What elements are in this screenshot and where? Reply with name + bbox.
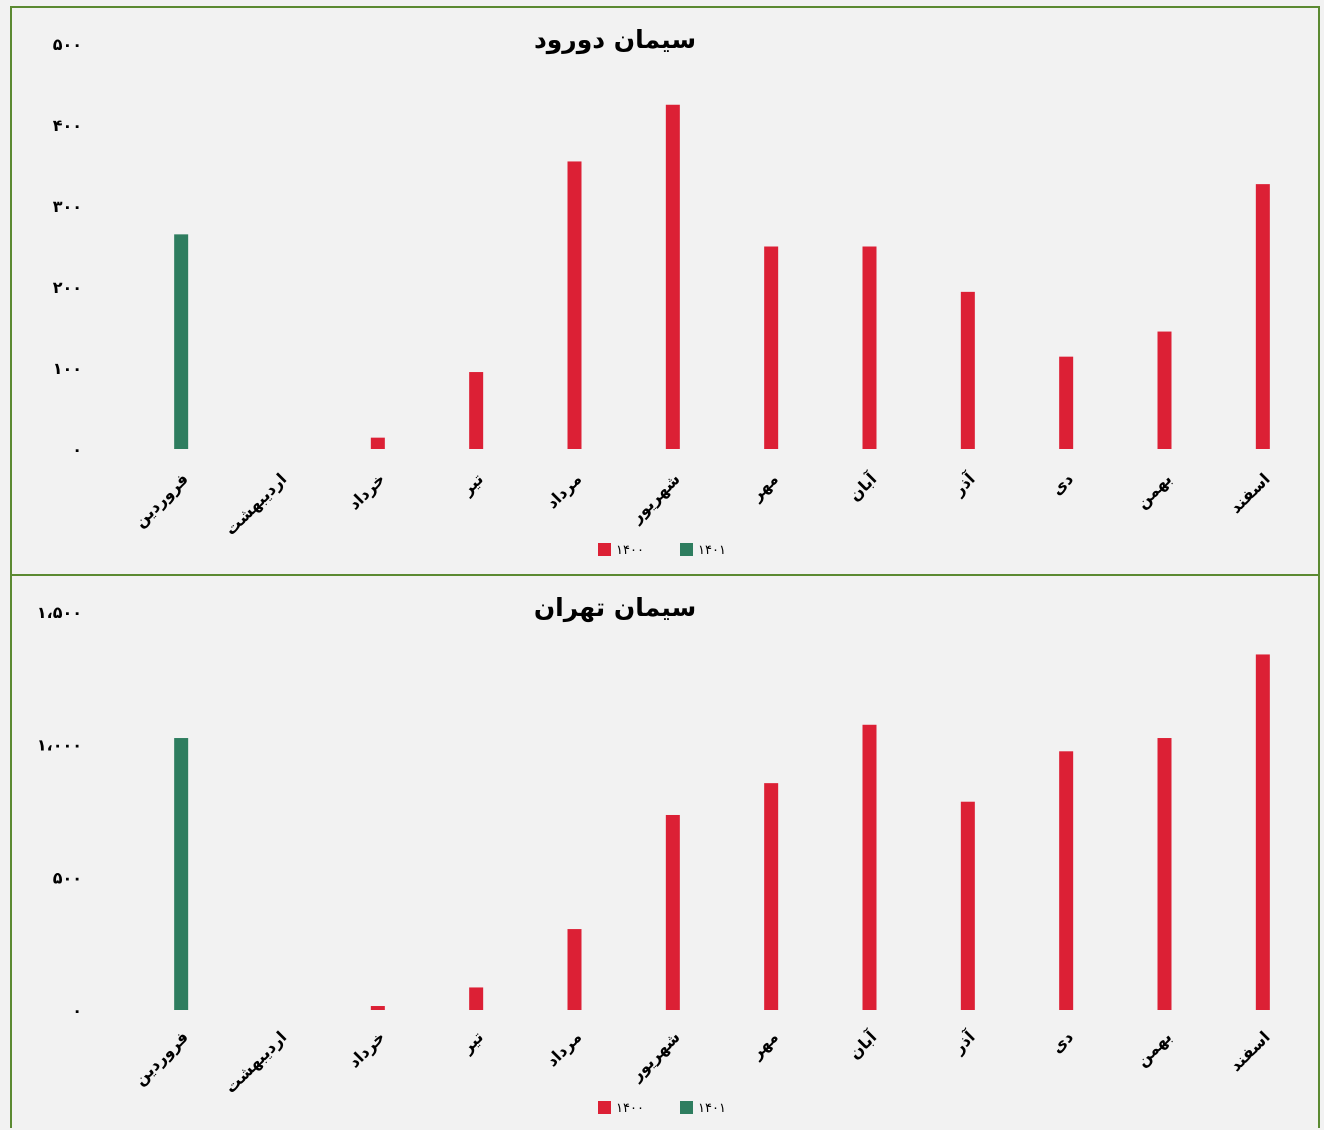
x-tick-label: خرداد xyxy=(345,1027,389,1071)
chart-svg: سیمان دورود ۰ ۱۰۰ ۲۰۰ ۳۰۰ ۴۰۰ ۵۰۰ فروردین اردیبه… xyxy=(53,25,1274,558)
x-tick-label: اسفند xyxy=(1226,469,1274,517)
chart-svg: سیمان تهران ۰ ۵۰۰ ۱،۰۰۰ ۱،۵۰۰ فروردین اردیبهشت… xyxy=(37,593,1274,1116)
x-tick-label: مهر xyxy=(746,469,782,505)
chart-title: سیمان تهران xyxy=(534,593,696,623)
x-tick-label: اردیبهشت xyxy=(221,1027,290,1096)
x-tick-label: تیر xyxy=(457,1027,487,1057)
x-tick-label: اردیبهشت xyxy=(221,469,290,538)
y-tick-label: ۱،۰۰۰ xyxy=(37,736,82,755)
bar xyxy=(174,234,189,449)
x-tick-label: اسفند xyxy=(1226,1027,1274,1075)
bar xyxy=(1157,738,1172,1010)
legend-label: ۱۴۰۰ xyxy=(616,543,644,558)
chart-title: سیمان دورود xyxy=(534,25,696,55)
y-tick-label: ۵۰۰ xyxy=(53,35,82,54)
bar xyxy=(764,783,779,1010)
bar xyxy=(1157,331,1172,449)
x-tick-label: دی xyxy=(1047,1027,1077,1057)
x-tick-label: آبان xyxy=(844,468,881,505)
y-tick-label: ۰ xyxy=(72,1001,82,1020)
legend-swatch xyxy=(598,1101,611,1114)
x-tick-label: شهریور xyxy=(626,469,684,527)
bar xyxy=(862,246,877,449)
bar xyxy=(1059,356,1074,449)
legend-label: ۱۴۰۱ xyxy=(698,543,726,558)
legend-swatch xyxy=(680,1101,693,1114)
x-tick-label: خرداد xyxy=(345,469,389,513)
x-tick-label: فروردین xyxy=(130,469,192,531)
x-tick-label: شهریور xyxy=(626,1027,684,1085)
x-tick-label: بهمن xyxy=(1132,469,1175,512)
y-tick-label: ۱۰۰ xyxy=(53,359,82,378)
y-tick-label: ۳۰۰ xyxy=(53,197,82,216)
y-tick-label: ۱،۵۰۰ xyxy=(37,603,82,622)
bar xyxy=(1059,751,1074,1010)
bar xyxy=(469,987,484,1010)
bar xyxy=(567,929,582,1010)
bar xyxy=(174,738,189,1010)
y-tick-label: ۲۰۰ xyxy=(53,278,82,297)
x-tick-label: مهر xyxy=(746,1027,782,1063)
x-tick-label: تیر xyxy=(457,469,487,499)
y-tick-label: ۴۰۰ xyxy=(53,116,82,135)
bar xyxy=(960,291,975,449)
legend-swatch xyxy=(680,543,693,556)
bar xyxy=(665,814,680,1010)
legend-label: ۱۴۰۱ xyxy=(698,1101,726,1116)
x-tick-label: آبان xyxy=(844,1026,881,1063)
bar xyxy=(665,104,680,449)
bar xyxy=(469,372,484,449)
x-tick-label: بهمن xyxy=(1132,1027,1175,1070)
bar xyxy=(1255,654,1270,1010)
bar xyxy=(370,1006,385,1010)
bar xyxy=(764,246,779,449)
y-tick-label: ۰ xyxy=(72,440,82,459)
bar xyxy=(567,161,582,449)
bar xyxy=(862,724,877,1010)
x-tick-label: آذر xyxy=(948,1026,979,1057)
x-tick-label: مرداد xyxy=(542,469,585,512)
legend-swatch xyxy=(598,543,611,556)
bar xyxy=(370,437,385,449)
legend-label: ۱۴۰۰ xyxy=(616,1101,644,1116)
chart-panel-tehran: سیمان تهران ۰ ۵۰۰ ۱،۰۰۰ ۱،۵۰۰ فروردین اردیبهشت… xyxy=(10,574,1320,1128)
bar xyxy=(960,801,975,1010)
x-tick-label: مرداد xyxy=(542,1027,585,1070)
chart-panel-dorud: سیمان دورود ۰ ۱۰۰ ۲۰۰ ۳۰۰ ۴۰۰ ۵۰۰ فروردین اردیبه… xyxy=(10,6,1320,576)
x-tick-label: فروردین xyxy=(130,1027,192,1089)
x-tick-label: آذر xyxy=(948,468,979,499)
x-tick-label: دی xyxy=(1047,469,1077,499)
y-tick-label: ۵۰۰ xyxy=(53,868,82,887)
bar xyxy=(1255,184,1270,449)
